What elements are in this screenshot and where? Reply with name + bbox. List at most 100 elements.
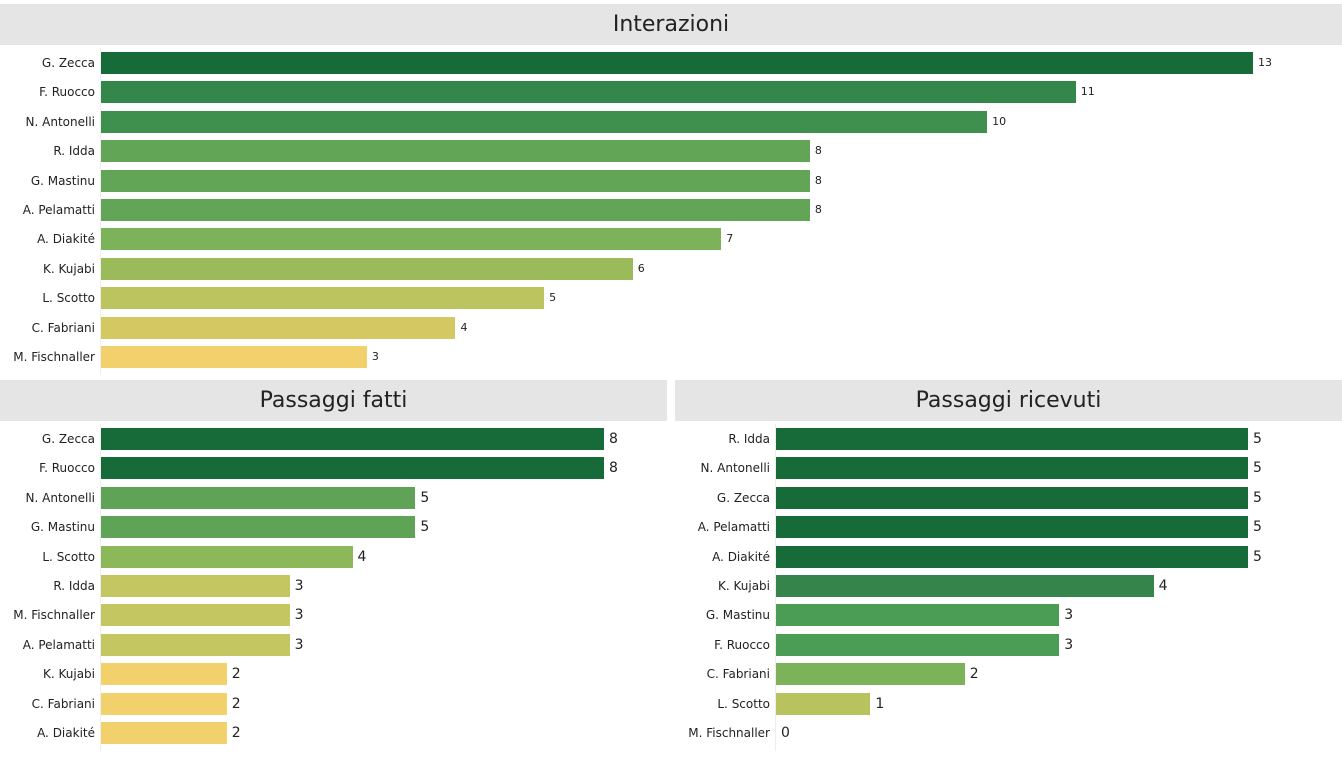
category-label: L. Scotto bbox=[42, 549, 95, 564]
bar-row: F. Ruocco 8 bbox=[0, 457, 667, 480]
value-label: 2 bbox=[231, 695, 241, 712]
category-label: A. Pelamatti bbox=[697, 520, 770, 535]
bar-row: C. Fabriani 2 bbox=[675, 663, 1342, 686]
value-label: 0 bbox=[781, 725, 790, 741]
bar-row: R. Idda 5 bbox=[675, 428, 1342, 450]
category-label: C. Fabriani bbox=[31, 320, 95, 335]
category-label: F. Ruocco bbox=[714, 637, 770, 652]
category-label: K. Kujabi bbox=[42, 261, 95, 276]
category-label: G. Mastinu bbox=[30, 520, 95, 535]
bar-row: G. Mastinu 8 bbox=[0, 169, 1342, 192]
value-label: 2 bbox=[231, 666, 241, 683]
bar bbox=[101, 169, 810, 192]
category-label: M. Fischnaller bbox=[688, 726, 770, 740]
bar-row: A. Diakité 5 bbox=[675, 545, 1342, 568]
value-label: 1 bbox=[875, 695, 885, 712]
bar-row: R. Idda 3 bbox=[0, 575, 667, 597]
chart-title: Passaggi ricevuti bbox=[675, 380, 1342, 421]
bar bbox=[101, 110, 988, 133]
bar bbox=[776, 545, 1248, 568]
bar bbox=[101, 545, 353, 568]
category-label: N. Antonelli bbox=[25, 114, 95, 129]
bar bbox=[101, 486, 416, 509]
bar bbox=[101, 316, 456, 339]
chart-title: Passaggi fatti bbox=[0, 380, 667, 421]
bar bbox=[776, 575, 1154, 597]
bar-row: L. Scotto 4 bbox=[0, 545, 667, 568]
bar-row: A. Pelamatti 5 bbox=[675, 516, 1342, 539]
value-label: 5 bbox=[1253, 460, 1262, 477]
value-label: 3 bbox=[1064, 607, 1074, 624]
value-label: 3 bbox=[294, 636, 304, 653]
bar bbox=[101, 346, 367, 368]
category-label: G. Zecca bbox=[41, 432, 95, 446]
category-label: A. Pelamatti bbox=[22, 637, 95, 652]
bar-row: C. Fabriani 4 bbox=[0, 316, 1342, 339]
category-label: A. Diakité bbox=[712, 549, 770, 564]
bar bbox=[776, 457, 1248, 480]
category-label: L. Scotto bbox=[42, 291, 95, 306]
y-axis-line bbox=[100, 424, 101, 752]
category-label: N. Antonelli bbox=[700, 461, 770, 476]
bar bbox=[101, 575, 290, 597]
category-label: C. Fabriani bbox=[31, 696, 95, 711]
value-label: 5 bbox=[1253, 519, 1262, 536]
bar bbox=[776, 604, 1060, 627]
bar bbox=[101, 604, 290, 627]
category-label: A. Pelamatti bbox=[22, 203, 95, 217]
value-label: 8 bbox=[814, 173, 822, 187]
bar bbox=[101, 199, 810, 221]
category-label: A. Diakité bbox=[37, 232, 95, 247]
category-label: G. Mastinu bbox=[30, 173, 95, 188]
category-label: C. Fabriani bbox=[706, 667, 770, 682]
category-label: M. Fischnaller bbox=[13, 608, 95, 623]
bar-row: M. Fischnaller 0 bbox=[675, 722, 1342, 744]
category-label: R. Idda bbox=[728, 432, 770, 446]
bar bbox=[101, 287, 545, 310]
bar-row: A. Pelamatti 8 bbox=[0, 199, 1342, 221]
bar-row: L. Scotto 5 bbox=[0, 287, 1342, 310]
value-label: 5 bbox=[1253, 489, 1262, 506]
y-axis-line bbox=[775, 424, 776, 752]
bar bbox=[101, 663, 227, 686]
y-axis-line bbox=[100, 48, 101, 376]
value-label: 10 bbox=[992, 114, 1007, 128]
value-label: 3 bbox=[294, 607, 304, 624]
bar-row: G. Zecca 8 bbox=[0, 428, 667, 450]
category-label: G. Zecca bbox=[716, 490, 770, 505]
bar bbox=[101, 516, 416, 539]
value-label: 3 bbox=[371, 350, 379, 363]
bar-row: R. Idda 8 bbox=[0, 140, 1342, 163]
category-label: G. Mastinu bbox=[705, 608, 770, 623]
chart-passaggi-fatti: Passaggi fatti G. Zecca 8 F. Ruocco 8 N. Ant… bbox=[0, 380, 667, 760]
bar-row: A. Diakité 7 bbox=[0, 228, 1342, 251]
value-label: 5 bbox=[1253, 431, 1262, 447]
category-label: F. Ruocco bbox=[39, 85, 95, 100]
bar bbox=[776, 663, 965, 686]
bar-row: F. Ruocco 3 bbox=[675, 633, 1342, 656]
bar bbox=[101, 52, 1253, 74]
category-label: G. Zecca bbox=[41, 56, 95, 70]
value-label: 8 bbox=[814, 144, 822, 158]
category-label: K. Kujabi bbox=[717, 579, 770, 593]
value-label: 5 bbox=[1253, 548, 1262, 565]
value-label: 8 bbox=[609, 460, 618, 477]
bar-row: M. Fischnaller 3 bbox=[0, 604, 667, 627]
bar bbox=[776, 516, 1248, 539]
bar-row: L. Scotto 1 bbox=[675, 692, 1342, 715]
bar-row: G. Mastinu 3 bbox=[675, 604, 1342, 627]
value-label: 4 bbox=[357, 548, 367, 565]
bar-row: M. Fischnaller 3 bbox=[0, 346, 1342, 368]
bar-row: F. Ruocco 11 bbox=[0, 81, 1342, 104]
value-label: 5 bbox=[420, 489, 430, 506]
value-label: 2 bbox=[969, 666, 979, 683]
bar-row: C. Fabriani 2 bbox=[0, 692, 667, 715]
bar bbox=[776, 633, 1060, 656]
value-label: 7 bbox=[726, 232, 734, 246]
bar-row: A. Pelamatti 3 bbox=[0, 633, 667, 656]
category-label: R. Idda bbox=[53, 579, 95, 593]
bar-row: K. Kujabi 2 bbox=[0, 663, 667, 686]
bar bbox=[776, 486, 1248, 509]
value-label: 8 bbox=[814, 203, 822, 216]
bar bbox=[101, 228, 722, 251]
